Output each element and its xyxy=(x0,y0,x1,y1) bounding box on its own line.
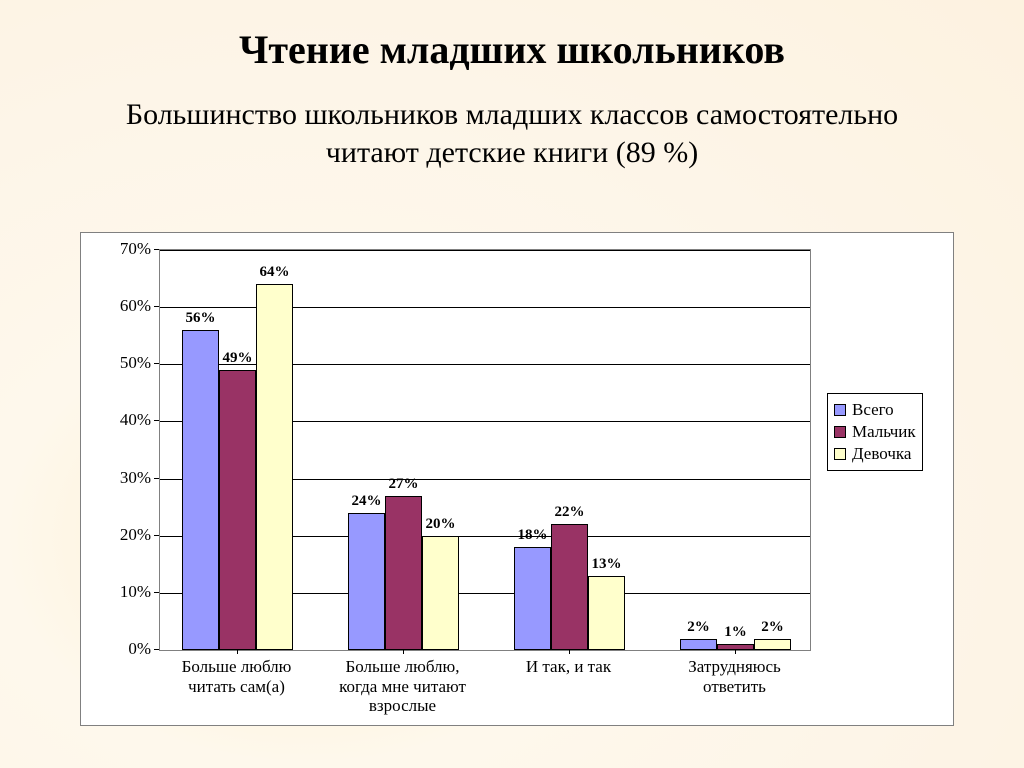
bar xyxy=(551,524,588,650)
bar-value-label: 22% xyxy=(555,504,585,521)
bar xyxy=(717,644,754,650)
bar xyxy=(588,576,625,650)
legend-item: Всего xyxy=(834,400,916,420)
bar-value-label: 2% xyxy=(761,619,784,636)
ytick-label: 20% xyxy=(91,525,151,545)
ytick-mark xyxy=(154,649,159,650)
plot-area: 56% 49% 64% 24% 27% 20% 18% 22% 13% 2% 1% 2% xyxy=(159,249,811,651)
bar xyxy=(754,639,791,650)
ytick-mark xyxy=(154,592,159,593)
plot-inner: 56% 49% 64% 24% 27% 20% 18% 22% 13% 2% 1% 2% xyxy=(160,250,810,650)
ytick-mark xyxy=(154,478,159,479)
slide-subtitle: Большинство школьников младших классов с… xyxy=(120,96,904,171)
category-label: Больше люблю читать сам(а) xyxy=(161,657,312,696)
ytick-mark xyxy=(154,420,159,421)
ytick-label: 30% xyxy=(91,468,151,488)
ytick-mark xyxy=(154,363,159,364)
bar xyxy=(348,513,385,650)
bar-value-label: 20% xyxy=(426,516,456,533)
ytick-label: 50% xyxy=(91,353,151,373)
bar xyxy=(680,639,717,650)
bar-value-label: 24% xyxy=(352,493,382,510)
bar-value-label: 64% xyxy=(260,264,290,281)
chart-container: 56% 49% 64% 24% 27% 20% 18% 22% 13% 2% 1% 2% ВсегоМ… xyxy=(80,232,954,726)
ytick-mark xyxy=(154,306,159,307)
legend-label: Мальчик xyxy=(852,422,916,442)
ytick-mark xyxy=(154,535,159,536)
bar xyxy=(182,330,219,650)
ytick-mark xyxy=(154,249,159,250)
category-label: Затрудняюсь ответить xyxy=(659,657,810,696)
ytick-label: 60% xyxy=(91,296,151,316)
legend-swatch xyxy=(834,448,846,460)
bar-value-label: 1% xyxy=(724,624,747,641)
bar-value-label: 27% xyxy=(389,476,419,493)
legend-label: Всего xyxy=(852,400,894,420)
bar-value-label: 56% xyxy=(186,310,216,327)
bar-value-label: 49% xyxy=(223,350,253,367)
category-label: Больше люблю, когда мне читают взрослые xyxy=(327,657,478,716)
ytick-label: 70% xyxy=(91,239,151,259)
legend-label: Девочка xyxy=(852,444,911,464)
legend-item: Девочка xyxy=(834,444,916,464)
bar-value-label: 2% xyxy=(687,619,710,636)
bar xyxy=(514,547,551,650)
bar-value-label: 13% xyxy=(592,556,622,573)
bar xyxy=(422,536,459,650)
xtick-mark xyxy=(237,649,238,654)
gridline xyxy=(160,250,810,251)
legend-item: Мальчик xyxy=(834,422,916,442)
legend-swatch xyxy=(834,426,846,438)
ytick-label: 40% xyxy=(91,410,151,430)
bar xyxy=(219,370,256,650)
xtick-mark xyxy=(569,649,570,654)
bar xyxy=(385,496,422,650)
legend: ВсегоМальчикДевочка xyxy=(827,393,923,471)
ytick-label: 0% xyxy=(91,639,151,659)
category-label: И так, и так xyxy=(493,657,644,677)
slide-title: Чтение младших школьников xyxy=(0,26,1024,73)
xtick-mark xyxy=(403,649,404,654)
ytick-label: 10% xyxy=(91,582,151,602)
bar-value-label: 18% xyxy=(518,527,548,544)
xtick-mark xyxy=(735,649,736,654)
bar xyxy=(256,284,293,650)
legend-swatch xyxy=(834,404,846,416)
